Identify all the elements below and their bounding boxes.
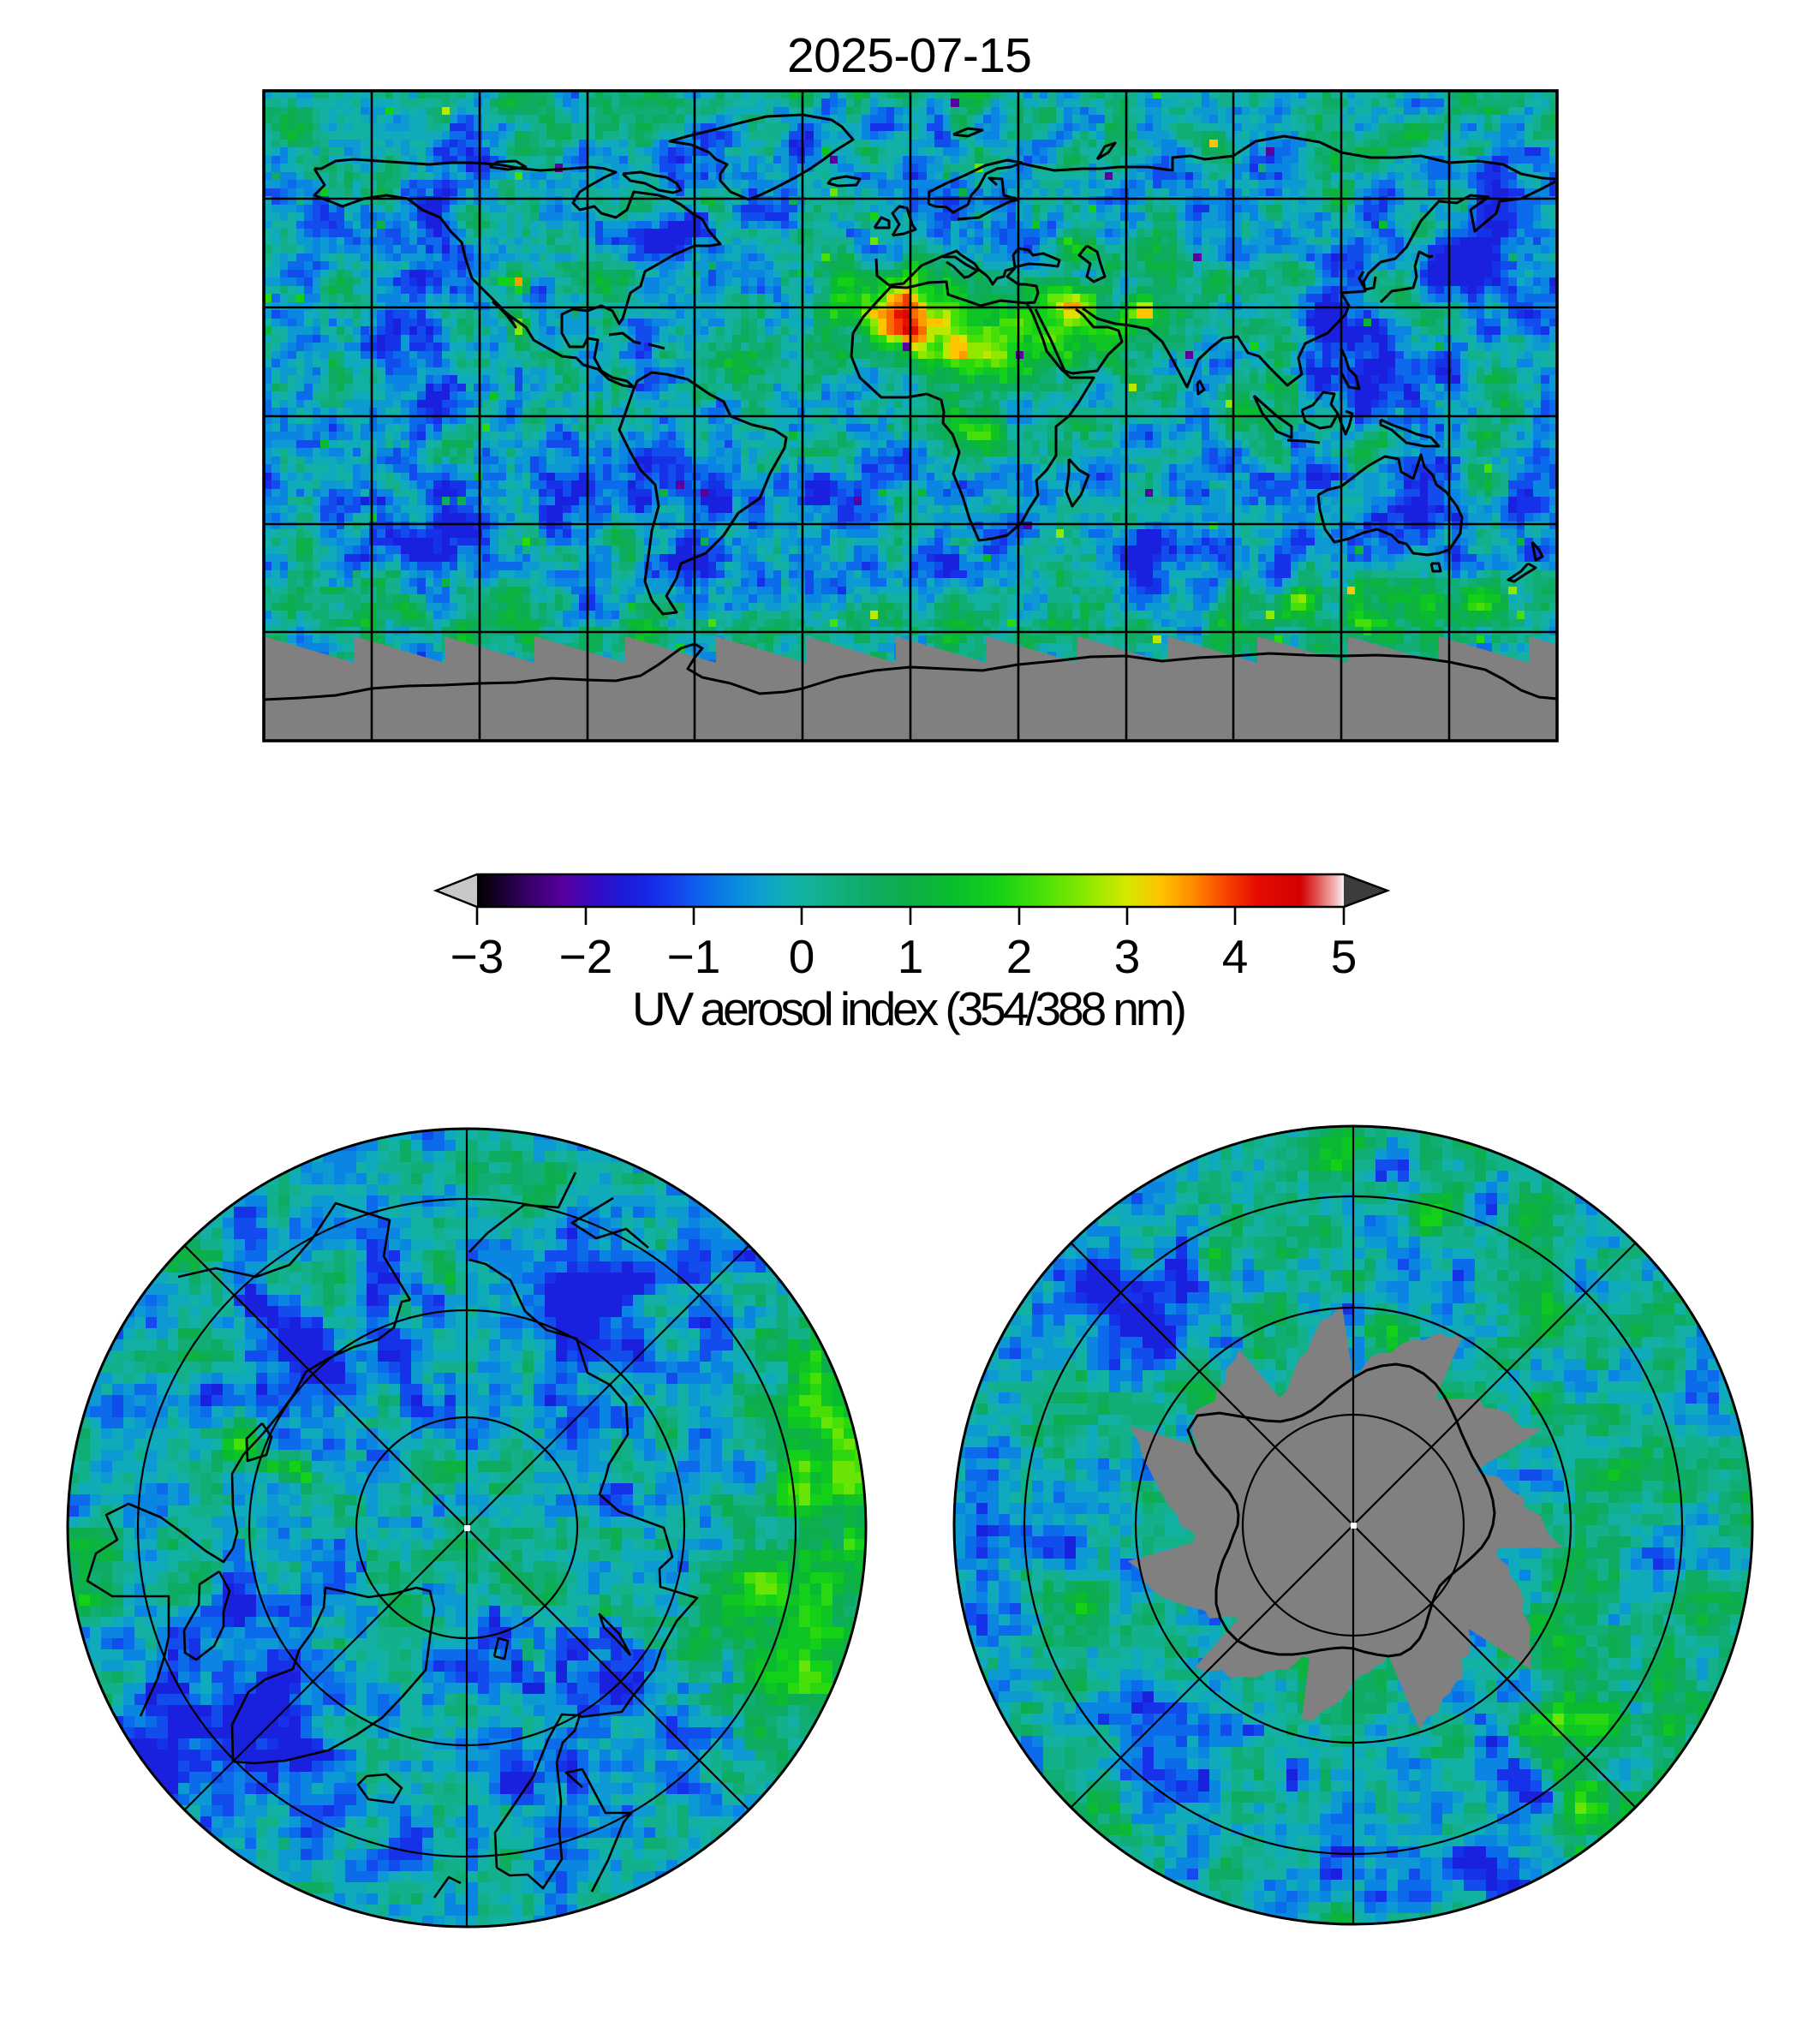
svg-text:1: 1	[898, 930, 924, 983]
svg-text:3: 3	[1114, 930, 1141, 983]
svg-text:2025-07-15: 2025-07-15	[787, 28, 1032, 83]
svg-text:0: 0	[789, 930, 815, 983]
svg-text:−2: −2	[559, 930, 613, 983]
svg-text:−1: −1	[667, 930, 721, 983]
svg-text:5: 5	[1331, 930, 1358, 983]
svg-text:−3: −3	[451, 930, 504, 983]
svg-text:UV aerosol index (354/388 nm): UV aerosol index (354/388 nm)	[632, 982, 1187, 1035]
svg-text:2: 2	[1006, 930, 1033, 983]
svg-text:4: 4	[1222, 930, 1249, 983]
